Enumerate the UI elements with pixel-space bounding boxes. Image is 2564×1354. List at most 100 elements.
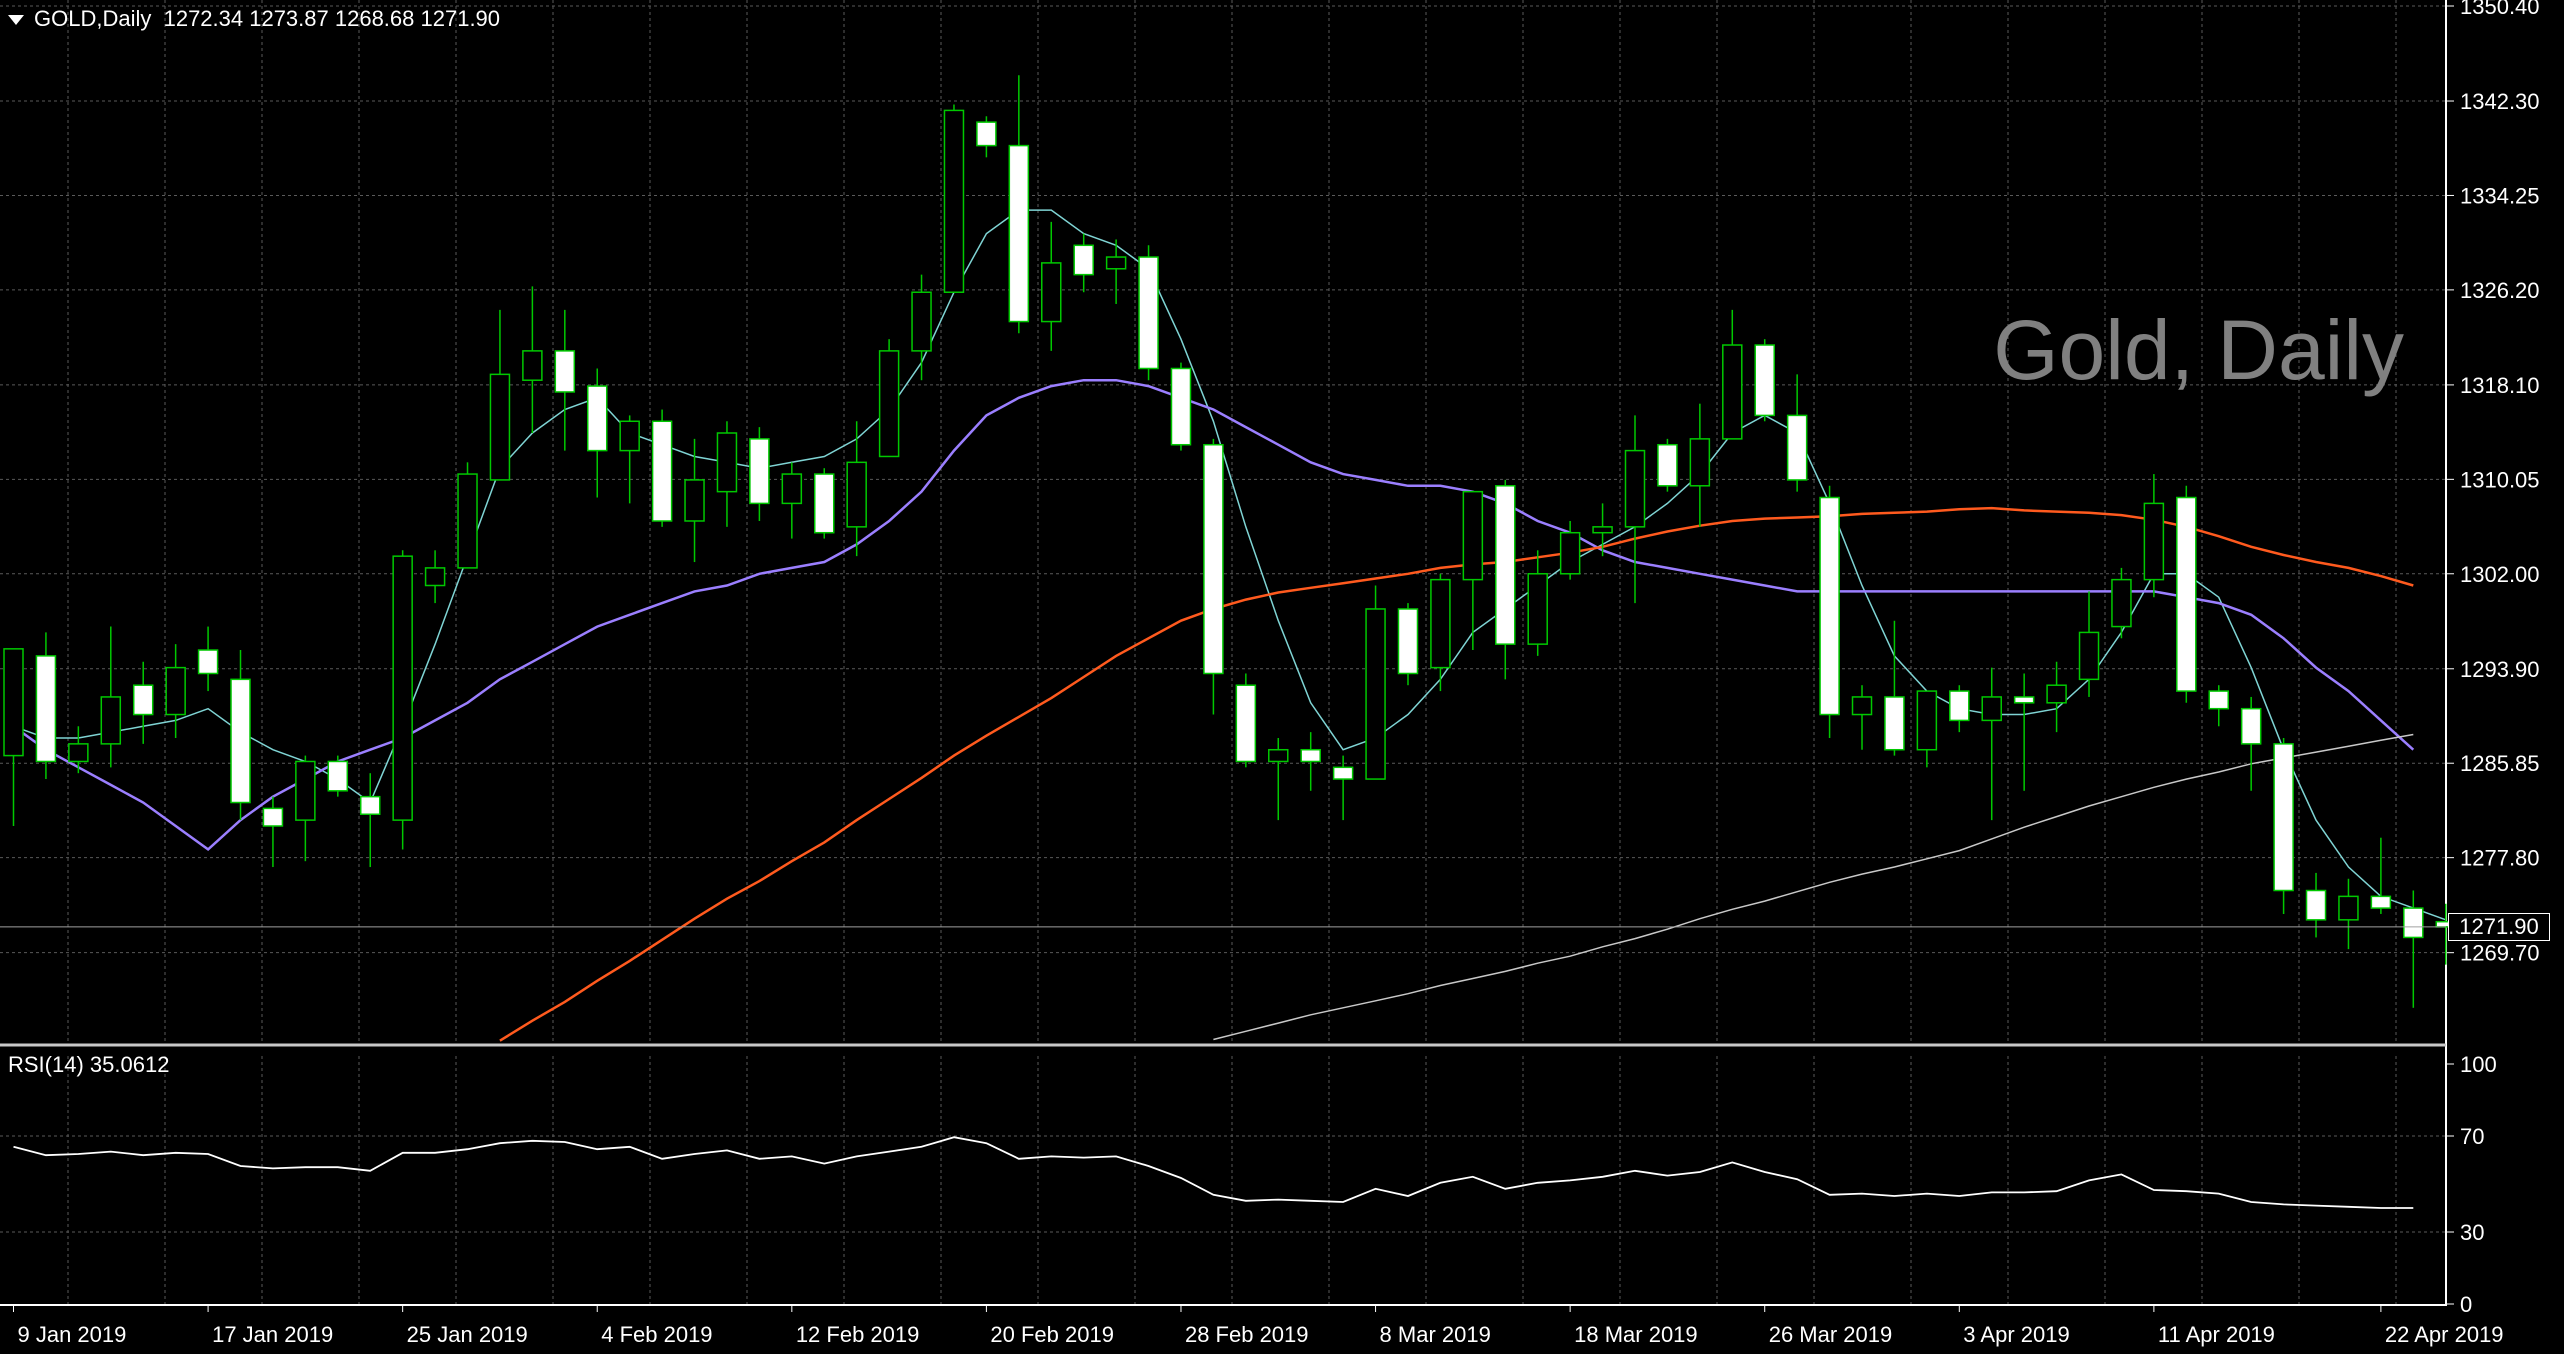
bear-candle xyxy=(2013,673,2035,791)
candle-body xyxy=(2305,889,2327,921)
bull-candle xyxy=(2111,567,2132,639)
bull-candle xyxy=(911,274,932,381)
candle-body xyxy=(2013,696,2035,704)
bear-candle xyxy=(2176,485,2197,703)
candle-body xyxy=(2273,743,2294,892)
bull-candle xyxy=(1916,690,1938,768)
bear-candle xyxy=(1170,362,1192,451)
candle-body xyxy=(684,479,705,522)
rsi-tick-label: 30 xyxy=(2460,1220,2484,1245)
bull-candle xyxy=(1268,738,1289,821)
candle-body xyxy=(586,385,608,452)
bear-candle xyxy=(1657,438,1678,492)
candle-body xyxy=(1657,443,1678,487)
bear-candle xyxy=(1754,339,1775,422)
x-tick-label: 12 Feb 2019 xyxy=(796,1322,920,1347)
rsi-tick-label: 0 xyxy=(2460,1292,2472,1317)
candle-body xyxy=(230,678,251,804)
x-tick-label: 11 Apr 2019 xyxy=(2158,1322,2275,1347)
bear-candle xyxy=(359,773,381,868)
rsi-tick-label: 100 xyxy=(2460,1052,2497,1077)
bull-candle xyxy=(295,755,316,862)
candle-body xyxy=(132,684,154,716)
candle-body xyxy=(1268,748,1289,763)
price-tick-label: 1334.25 xyxy=(2460,183,2540,208)
bull-candle xyxy=(1105,239,1127,304)
candle-body xyxy=(554,350,576,393)
candle-body xyxy=(976,121,997,147)
grid-lines xyxy=(0,0,2446,1304)
x-tick-label: 22 Apr 2019 xyxy=(2385,1322,2504,1347)
bear-candle xyxy=(1008,75,1030,334)
bear-candle xyxy=(1397,603,1419,686)
bear-candle xyxy=(814,468,835,539)
price-tick-label: 1350.40 xyxy=(2460,0,2540,19)
bull-candle xyxy=(619,415,640,504)
bear-candle xyxy=(651,409,673,527)
candle-body xyxy=(1235,684,1257,763)
rsi-line xyxy=(13,1136,2414,1209)
x-tick-label: 26 Mar 2019 xyxy=(1769,1322,1893,1347)
chart-watermark: Gold, Daily xyxy=(1993,303,2404,397)
candle-body xyxy=(1819,496,1840,716)
candle-body xyxy=(197,649,219,675)
candle-body xyxy=(619,420,640,452)
candle-body xyxy=(2403,907,2424,939)
candle-body xyxy=(1916,690,1938,751)
ma-fast-line xyxy=(13,209,2447,921)
bull-candle xyxy=(2046,661,2067,733)
candle-body xyxy=(846,461,867,528)
candle-body xyxy=(1592,526,1613,534)
candle-body xyxy=(424,567,446,587)
bull-candle xyxy=(2338,878,2359,950)
bear-candle xyxy=(976,116,997,158)
candle-body xyxy=(1851,696,1873,716)
candle-body xyxy=(1949,690,1970,722)
bull-candle xyxy=(165,644,186,738)
bear-candle xyxy=(197,626,219,692)
bear-candle xyxy=(1073,233,1094,293)
candle-body xyxy=(1722,344,1743,440)
bear-candle xyxy=(2305,872,2327,938)
bull-candle xyxy=(878,339,900,458)
candle-body xyxy=(2208,690,2229,710)
x-tick-label: 20 Feb 2019 xyxy=(990,1322,1114,1347)
rsi-tick-label: 70 xyxy=(2460,1124,2484,1149)
bear-candle xyxy=(230,650,251,821)
candle-body xyxy=(2111,578,2132,628)
bear-candle xyxy=(1884,620,1905,756)
bull-candle xyxy=(1851,685,1873,750)
candle-body xyxy=(1105,256,1127,270)
bear-candle xyxy=(554,309,576,451)
candle-body xyxy=(1559,531,1581,575)
candle-body xyxy=(651,420,673,522)
bull-candle xyxy=(68,726,89,774)
bull-candle xyxy=(1430,573,1451,692)
candle-body xyxy=(943,109,965,293)
candle-body xyxy=(68,743,89,763)
candle-body xyxy=(100,696,122,745)
candle-body xyxy=(1300,748,1321,763)
bull-candle xyxy=(100,626,122,768)
candle-body xyxy=(1624,449,1646,528)
price-tick-label: 1326.20 xyxy=(2460,278,2540,303)
price-tick-label: 1342.30 xyxy=(2460,89,2540,114)
x-tick-label: 8 Mar 2019 xyxy=(1380,1322,1491,1347)
bull-candle xyxy=(2078,591,2100,697)
candle-body xyxy=(1332,766,1354,780)
bear-candle xyxy=(2273,738,2294,914)
ma-long-line xyxy=(1213,733,2414,1041)
price-tick-label: 1285.85 xyxy=(2460,751,2540,776)
bear-candle xyxy=(35,632,57,780)
candle-body xyxy=(1754,344,1775,417)
bear-candle xyxy=(1495,479,1516,680)
candle-body xyxy=(262,807,284,827)
dropdown-triangle-icon[interactable] xyxy=(8,15,24,26)
candle-body xyxy=(2176,496,2197,692)
bull-candle xyxy=(846,421,867,557)
bear-candle xyxy=(262,796,284,868)
bull-candle xyxy=(489,309,511,481)
bear-candle xyxy=(2240,696,2262,791)
symbol-header[interactable]: GOLD,Daily 1272.34 1273.87 1268.68 1271.… xyxy=(8,6,500,32)
x-tick-label: 25 Jan 2019 xyxy=(407,1322,528,1347)
